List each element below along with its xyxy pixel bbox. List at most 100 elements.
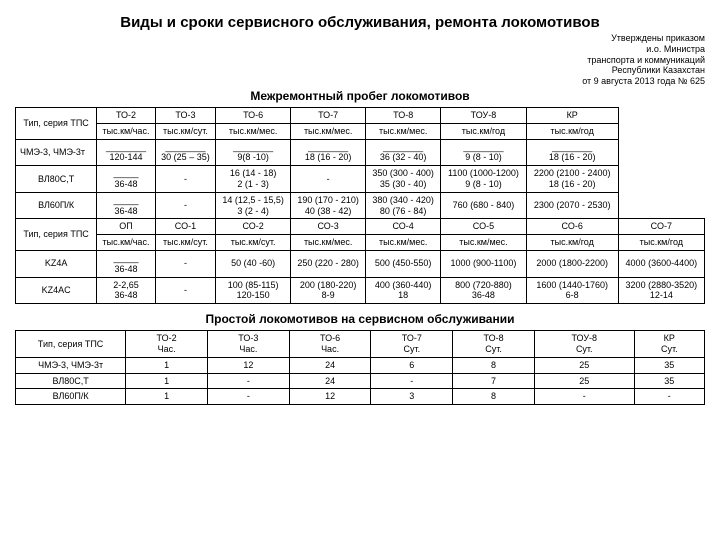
col-unit: тыс.км/мес.	[366, 235, 441, 251]
col-head: ТОУ-8	[441, 107, 527, 123]
table-row: ВЛ80С,Т _____ 36-48 - 16 (14 - 18) 2 (1 …	[16, 166, 705, 193]
col-head: ТО-8 Сут.	[453, 331, 535, 358]
table-row: ВЛ60П/К 1 - 12 3 8 - -	[16, 389, 705, 405]
cell: 16 (14 - 18) 2 (1 - 3)	[216, 166, 291, 193]
row-label: KZ4AC	[16, 277, 97, 304]
col-head: ТОУ-8 Сут.	[534, 331, 634, 358]
cell: -	[155, 166, 215, 193]
rowhead: Тип, серия ТПС	[16, 219, 97, 251]
col-unit: тыс.км/мес.	[366, 123, 441, 139]
cell: 8	[453, 389, 535, 405]
col-head: ОП	[97, 219, 156, 235]
cell: ________ 36 (32 - 40)	[366, 139, 441, 166]
col-head: КР	[526, 107, 618, 123]
approval-l3: транспорта и коммуникаций	[15, 55, 705, 66]
col-head: ТО-6	[216, 107, 291, 123]
cell: 2000 (1800-2200)	[526, 250, 618, 277]
cell: 12	[289, 389, 371, 405]
cell: 6	[371, 357, 453, 373]
col-head: ТО-2 Час.	[126, 331, 208, 358]
row-label: ВЛ60П/К	[16, 389, 126, 405]
table-row: тыс.км/час. тыс.км/сут. тыс.км/мес. тыс.…	[16, 123, 705, 139]
cell: -	[371, 373, 453, 389]
cell: 100 (85-115) 120-150	[216, 277, 291, 304]
cell: -	[155, 192, 215, 219]
cell: 800 (720-880) 36-48	[441, 277, 527, 304]
table-row: KZ4A _____ 36-48 - 50 (40 -60) 250 (220 …	[16, 250, 705, 277]
table-row: Тип, серия ТПС ТО-2 Час. ТО-3 Час. ТО-6 …	[16, 331, 705, 358]
col-head: СО-5	[441, 219, 527, 235]
col-head: ТО-8	[366, 107, 441, 123]
cell: 2-2,65 36-48	[97, 277, 156, 304]
table-row: ЧМЭ-3, ЧМЭ-3т ________ 120-144 ________ …	[16, 139, 705, 166]
table-row: Тип, серия ТПС ОП СО-1 СО-2 СО-3 СО-4 СО…	[16, 219, 705, 235]
row-label: ВЛ80С,Т	[16, 373, 126, 389]
col-unit: тыс.км/мес.	[216, 123, 291, 139]
col-head: СО-7	[618, 219, 704, 235]
cell: ________ 9(8 -10)	[216, 139, 291, 166]
cell: -	[291, 166, 366, 193]
cell: ________ 18 (16 - 20)	[291, 139, 366, 166]
cell: -	[534, 389, 634, 405]
cell: 50 (40 -60)	[216, 250, 291, 277]
cell: 12	[207, 357, 289, 373]
cell: 2200 (2100 - 2400) 18 (16 - 20)	[526, 166, 618, 193]
cell: ________ 120-144	[97, 139, 156, 166]
subheading-1: Межремонтный пробег локомотивов	[15, 89, 705, 103]
cell: 500 (450-550)	[366, 250, 441, 277]
col-head: СО-2	[216, 219, 291, 235]
subheading-2: Простой локомотивов на сервисном обслужи…	[15, 312, 705, 326]
cell: ________ 9 (8 - 10)	[441, 139, 527, 166]
cell: ________ 18 (16 - 20)	[526, 139, 618, 166]
cell: 1100 (1000-1200) 9 (8 - 10)	[441, 166, 527, 193]
col-head: ТО-6 Час.	[289, 331, 371, 358]
approval-l5: от 9 августа 2013 года № 625	[15, 76, 705, 87]
cell: ________ 30 (25 – 35)	[155, 139, 215, 166]
cell: 1000 (900-1100)	[441, 250, 527, 277]
row-label: ЧМЭ-3, ЧМЭ-3т	[16, 139, 97, 166]
cell: 7	[453, 373, 535, 389]
row-label: ВЛ80С,Т	[16, 166, 97, 193]
cell: -	[155, 250, 215, 277]
cell: 1	[126, 357, 208, 373]
col-unit: тыс.км/мес.	[291, 123, 366, 139]
table-row: Тип, серия ТПС ТО-2 ТО-3 ТО-6 ТО-7 ТО-8 …	[16, 107, 705, 123]
approval-block: Утверждены приказом и.о. Министра трансп…	[15, 33, 705, 87]
rowhead: Тип, серия ТПС	[16, 331, 126, 358]
col-unit: тыс.км/год	[618, 235, 704, 251]
col-head: ТО-7 Сут.	[371, 331, 453, 358]
col-head: ТО-7	[291, 107, 366, 123]
cell: -	[155, 277, 215, 304]
cell: 35	[634, 373, 704, 389]
cell: 8	[453, 357, 535, 373]
table-downtime: Тип, серия ТПС ТО-2 Час. ТО-3 Час. ТО-6 …	[15, 330, 705, 405]
rowhead: Тип, серия ТПС	[16, 107, 97, 139]
approval-l1: Утверждены приказом	[15, 33, 705, 44]
col-head: СО-6	[526, 219, 618, 235]
cell: _____ 36-48	[97, 192, 156, 219]
cell: 250 (220 - 280)	[291, 250, 366, 277]
table-mileage-1: Тип, серия ТПС ТО-2 ТО-3 ТО-6 ТО-7 ТО-8 …	[15, 107, 705, 304]
cell: -	[207, 389, 289, 405]
cell: -	[207, 373, 289, 389]
col-unit: тыс.км/час.	[97, 123, 156, 139]
cell: 3	[371, 389, 453, 405]
cell: 24	[289, 357, 371, 373]
cell: 25	[534, 357, 634, 373]
row-label: KZ4A	[16, 250, 97, 277]
table-row: ЧМЭ-3, ЧМЭ-3т 1 12 24 6 8 25 35	[16, 357, 705, 373]
approval-l4: Республики Казахстан	[15, 65, 705, 76]
col-head: ТО-3 Час.	[207, 331, 289, 358]
row-label: ВЛ60П/К	[16, 192, 97, 219]
page-title: Виды и сроки сервисного обслуживания, ре…	[15, 14, 705, 31]
cell: 14 (12,5 - 15,5) 3 (2 - 4)	[216, 192, 291, 219]
cell: 3200 (2880-3520) 12-14	[618, 277, 704, 304]
cell: 200 (180-220) 8-9	[291, 277, 366, 304]
col-head: ТО-2	[97, 107, 156, 123]
cell: 1	[126, 373, 208, 389]
col-head: СО-3	[291, 219, 366, 235]
col-head: СО-1	[155, 219, 215, 235]
col-unit: тыс.км/мес.	[441, 235, 527, 251]
cell: -	[634, 389, 704, 405]
cell: 1600 (1440-1760) 6-8	[526, 277, 618, 304]
